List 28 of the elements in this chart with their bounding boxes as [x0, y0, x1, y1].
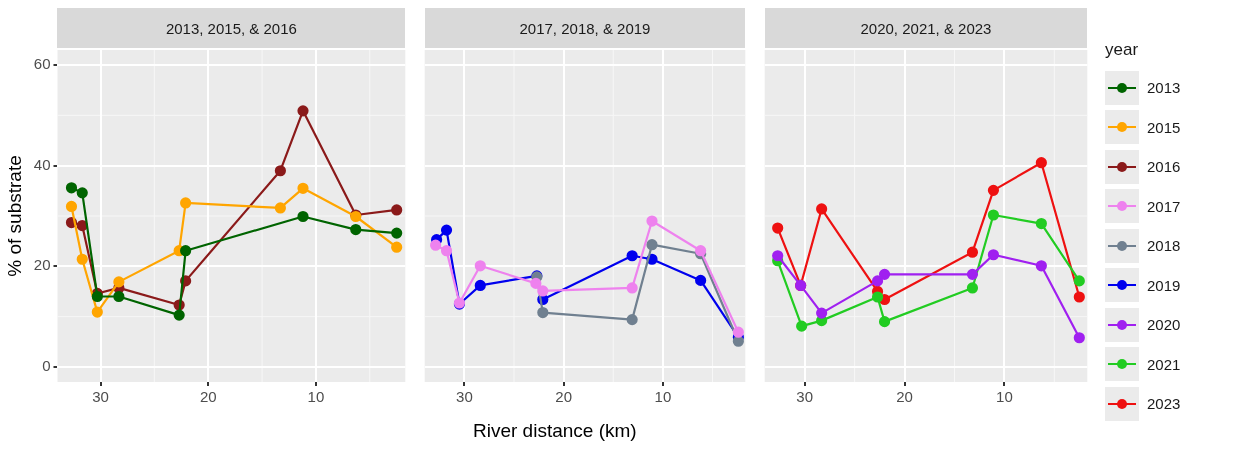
chart-title: 2013, 2015, & 2016	[57, 8, 406, 48]
legend-title: year	[1105, 40, 1140, 60]
legend-label: 2020	[1147, 316, 1181, 334]
x-tick-label: 20	[555, 388, 572, 406]
legend-label: 2017	[1147, 197, 1181, 215]
legend-label: 2019	[1147, 276, 1181, 294]
legend-label: 2023	[1147, 395, 1181, 413]
legend-label: 2018	[1147, 237, 1181, 255]
x-tick-label: 10	[654, 388, 672, 406]
x-tick-label: 20	[896, 388, 913, 406]
x-axis-title: River distance (km)	[473, 420, 637, 442]
y-tick-label: 40	[33, 155, 51, 173]
y-axis-title: % of substrate	[3, 155, 25, 277]
x-tick-label: 10	[996, 388, 1013, 406]
x-tick-label: 20	[199, 388, 217, 406]
legend-label: 2021	[1147, 355, 1181, 373]
legend-label: 2013	[1147, 79, 1181, 97]
x-tick-label: 30	[92, 388, 109, 406]
chart-title: 2020, 2021, & 2023	[764, 8, 1088, 48]
x-tick-label: 30	[456, 388, 473, 406]
y-tick-label: 20	[33, 256, 51, 274]
legend-label: 2016	[1147, 158, 1181, 176]
x-tick-label: 30	[796, 388, 813, 406]
x-tick-label: 10	[307, 388, 325, 406]
y-tick-label: 60	[33, 55, 51, 73]
chart-title: 2017, 2018, & 2019	[424, 8, 746, 48]
legend-label: 2015	[1147, 118, 1181, 136]
y-tick-label: 0	[42, 357, 51, 375]
